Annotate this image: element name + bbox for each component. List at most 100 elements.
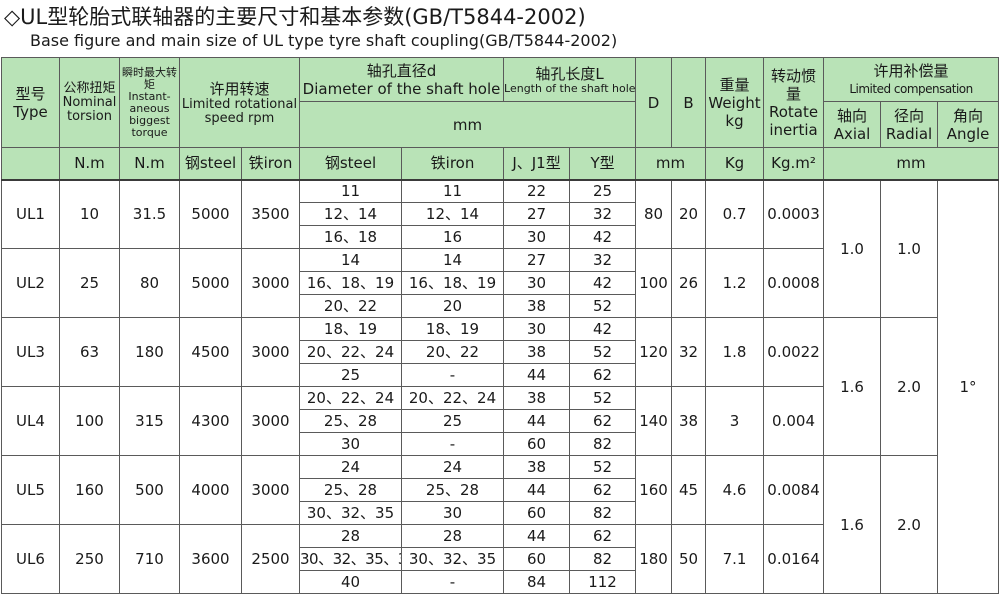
model-type: UL5: [1, 455, 60, 525]
header-mm: mm: [298, 101, 637, 148]
length-y: 82: [569, 432, 637, 456]
bore-steel: 20、22、24: [299, 340, 402, 364]
model-nominal: 63: [59, 317, 120, 387]
model-weight: 0.7: [705, 178, 765, 249]
model-nominal: 160: [59, 455, 120, 525]
header-diameter: 轴孔直径d Diameter of the shaft hole: [298, 57, 505, 102]
bore-steel: 18、19: [299, 317, 402, 341]
table-row: 20、22、24 20、22 38 52: [2, 340, 999, 364]
bore-iron: 16: [400, 225, 505, 249]
model-B: 26: [671, 248, 707, 318]
model-instant: 80: [119, 248, 180, 318]
bore-iron: 20、22: [400, 340, 505, 364]
table-row: 40 - 84 112: [2, 570, 999, 594]
length-y: 82: [569, 547, 637, 571]
length-y: 62: [569, 524, 637, 548]
model-nominal: 100: [59, 386, 120, 456]
comp-radial: 2.0: [880, 455, 939, 594]
length-j: 60: [503, 432, 571, 456]
length-y: 25: [569, 178, 637, 203]
bore-iron: 20、22、24: [400, 386, 505, 410]
model-D: 140: [635, 386, 673, 456]
model-inertia: 0.0084: [763, 455, 825, 525]
bore-iron: 11: [400, 178, 505, 203]
length-y: 42: [569, 317, 637, 341]
length-y: 112: [569, 570, 637, 594]
model-speed-iron: 3000: [241, 386, 300, 456]
length-j: 38: [503, 294, 571, 318]
unit-kgm2: Kg.m²: [763, 147, 825, 180]
length-y: 52: [569, 386, 637, 410]
length-j: 44: [503, 363, 571, 387]
unit-speed-steel: 钢steel: [179, 147, 242, 180]
model-nominal: 25: [59, 248, 120, 318]
header-inertia: 转动惯量 Rotate inertia: [763, 57, 825, 148]
bore-iron: -: [400, 363, 505, 387]
model-D: 120: [635, 317, 673, 387]
model-speed-steel: 4500: [179, 317, 242, 387]
length-y: 62: [569, 409, 637, 433]
model-speed-steel: 5000: [179, 178, 242, 249]
length-j: 44: [503, 478, 571, 502]
model-B: 32: [671, 317, 707, 387]
unit-blank: [1, 147, 60, 180]
length-y: 82: [569, 501, 637, 525]
coupling-spec-table: 型号 Type 公称扭矩 Nominal torsion 瞬时最大转矩 Instant…: [1, 57, 1000, 594]
length-y: 42: [569, 225, 637, 249]
bore-iron: 16、18、19: [400, 271, 505, 295]
header-type: 型号 Type: [1, 57, 60, 148]
model-speed-iron: 3000: [241, 317, 300, 387]
table-row: UL6 250 710 3600 2500 28 28 44 62 180 50…: [1, 524, 999, 594]
header-axial: 轴向 Axial: [823, 101, 882, 148]
bore-steel: 30、32、35、38: [299, 547, 402, 571]
unit-mm-comp: mm: [823, 147, 1000, 180]
bore-steel: 20、22: [299, 294, 402, 318]
model-speed-steel: 4300: [179, 386, 242, 456]
model-type: UL2: [1, 248, 60, 318]
length-j: 27: [503, 202, 571, 226]
header-speed: 许用转速 Limited rotational speed rpm: [179, 57, 300, 148]
table-row: 25、28 25、28 44 62: [2, 478, 999, 502]
model-instant: 500: [119, 455, 180, 525]
model-type: UL1: [1, 178, 60, 249]
bore-iron: 14: [400, 248, 505, 272]
bore-steel: 30: [299, 432, 402, 456]
length-j: 30: [503, 225, 571, 249]
model-speed-iron: 2500: [241, 524, 300, 594]
header-length: 轴孔长度L Length of the shaft hole: [503, 57, 637, 102]
table-row: UL4 100 315 4300 3000 20、22、24 20、22、24 …: [1, 386, 999, 456]
length-y: 52: [569, 340, 637, 364]
bore-iron: 30: [400, 501, 505, 525]
model-weight: 1.2: [705, 248, 765, 318]
length-y: 42: [569, 271, 637, 295]
model-speed-steel: 5000: [179, 248, 242, 318]
model-type: UL6: [1, 524, 60, 594]
comp-angle: 1°: [937, 178, 1000, 594]
bore-steel: 16、18、19: [299, 271, 402, 295]
bore-iron: -: [400, 432, 505, 456]
length-j: 84: [503, 570, 571, 594]
unit-diameter-steel: 钢steel: [299, 147, 402, 180]
model-inertia: 0.0164: [763, 524, 825, 594]
table-row: UL1 10 31.5 5000 3500 11 11 22 25 80 20 …: [1, 178, 1000, 594]
unit-diameter-iron: 铁iron: [400, 147, 505, 180]
model-inertia: 0.004: [763, 386, 825, 456]
bore-iron: 28: [400, 524, 505, 548]
model-type: UL3: [1, 317, 60, 387]
model-speed-iron: 3000: [241, 248, 300, 318]
model-instant: 315: [119, 386, 180, 456]
table-row: UL5 160 500 4000 3000 24 24 38 52 160 45…: [1, 455, 999, 594]
table-row: 25、28 25 44 62: [2, 409, 999, 433]
model-weight: 1.8: [705, 317, 765, 387]
length-j: 30: [503, 317, 571, 341]
model-speed-steel: 3600: [179, 524, 242, 594]
bore-iron: 20: [400, 294, 505, 318]
unit-instant: N.m: [119, 147, 180, 180]
table-row: 12、14 12、14 27 32: [2, 202, 999, 226]
length-j: 44: [503, 409, 571, 433]
header-D: D: [635, 57, 673, 148]
model-D: 180: [635, 524, 673, 594]
length-j: 27: [503, 248, 571, 272]
length-j: 38: [503, 455, 571, 479]
model-speed-steel: 4000: [179, 455, 242, 525]
